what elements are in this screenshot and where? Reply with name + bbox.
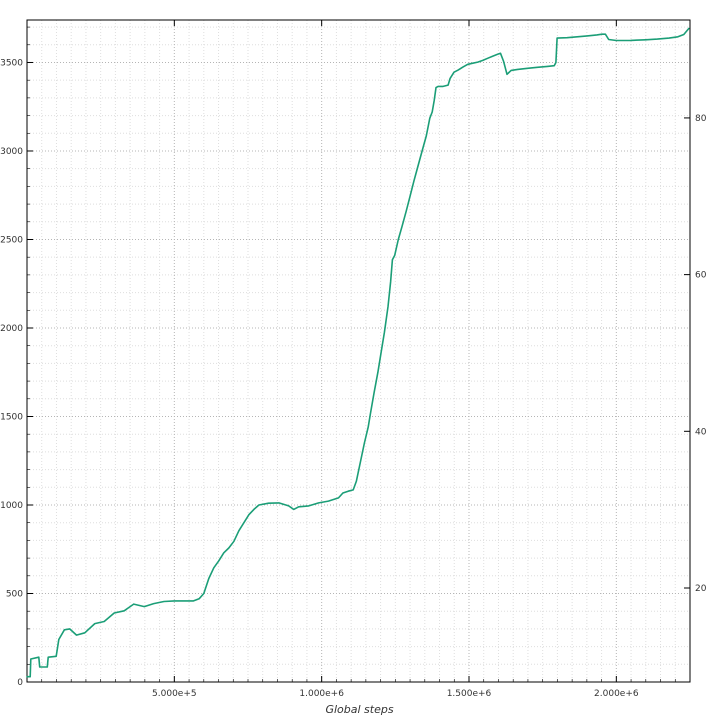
y-right-tick-label: 60 <box>695 271 707 281</box>
x-tick-label: 1.000e+6 <box>299 689 344 699</box>
x-tick-label: 2.000e+6 <box>594 689 639 699</box>
y-left-tick-label: 1000 <box>0 501 23 511</box>
series-line-value <box>26 27 690 678</box>
axis-ticks <box>27 20 690 683</box>
grid-major <box>27 20 690 682</box>
axis-frame <box>26 19 691 683</box>
tick-labels: 0 500 1000 1500 2000 2500 3000 3500 5.000e+5 1.00… <box>0 58 707 699</box>
y-left-tick-label: 500 <box>6 589 23 599</box>
y-left-tick-label: 2500 <box>0 235 23 245</box>
y-left-tick-label: 3500 <box>0 58 23 68</box>
y-left-tick-label: 3000 <box>0 147 23 157</box>
y-right-tick-label: 20 <box>695 584 707 594</box>
x-tick-label: 1.500e+6 <box>447 689 492 699</box>
series-lines <box>26 27 690 678</box>
y-right-tick-label: 40 <box>695 427 707 437</box>
x-tick-label: 5.000e+5 <box>152 689 197 699</box>
y-right-tick-label: 80 <box>695 114 707 124</box>
y-left-tick-label: 1500 <box>0 412 23 422</box>
y-left-tick-label: 0 <box>17 678 23 688</box>
grid-minor <box>27 20 690 682</box>
y-left-tick-label: 2000 <box>0 324 23 334</box>
